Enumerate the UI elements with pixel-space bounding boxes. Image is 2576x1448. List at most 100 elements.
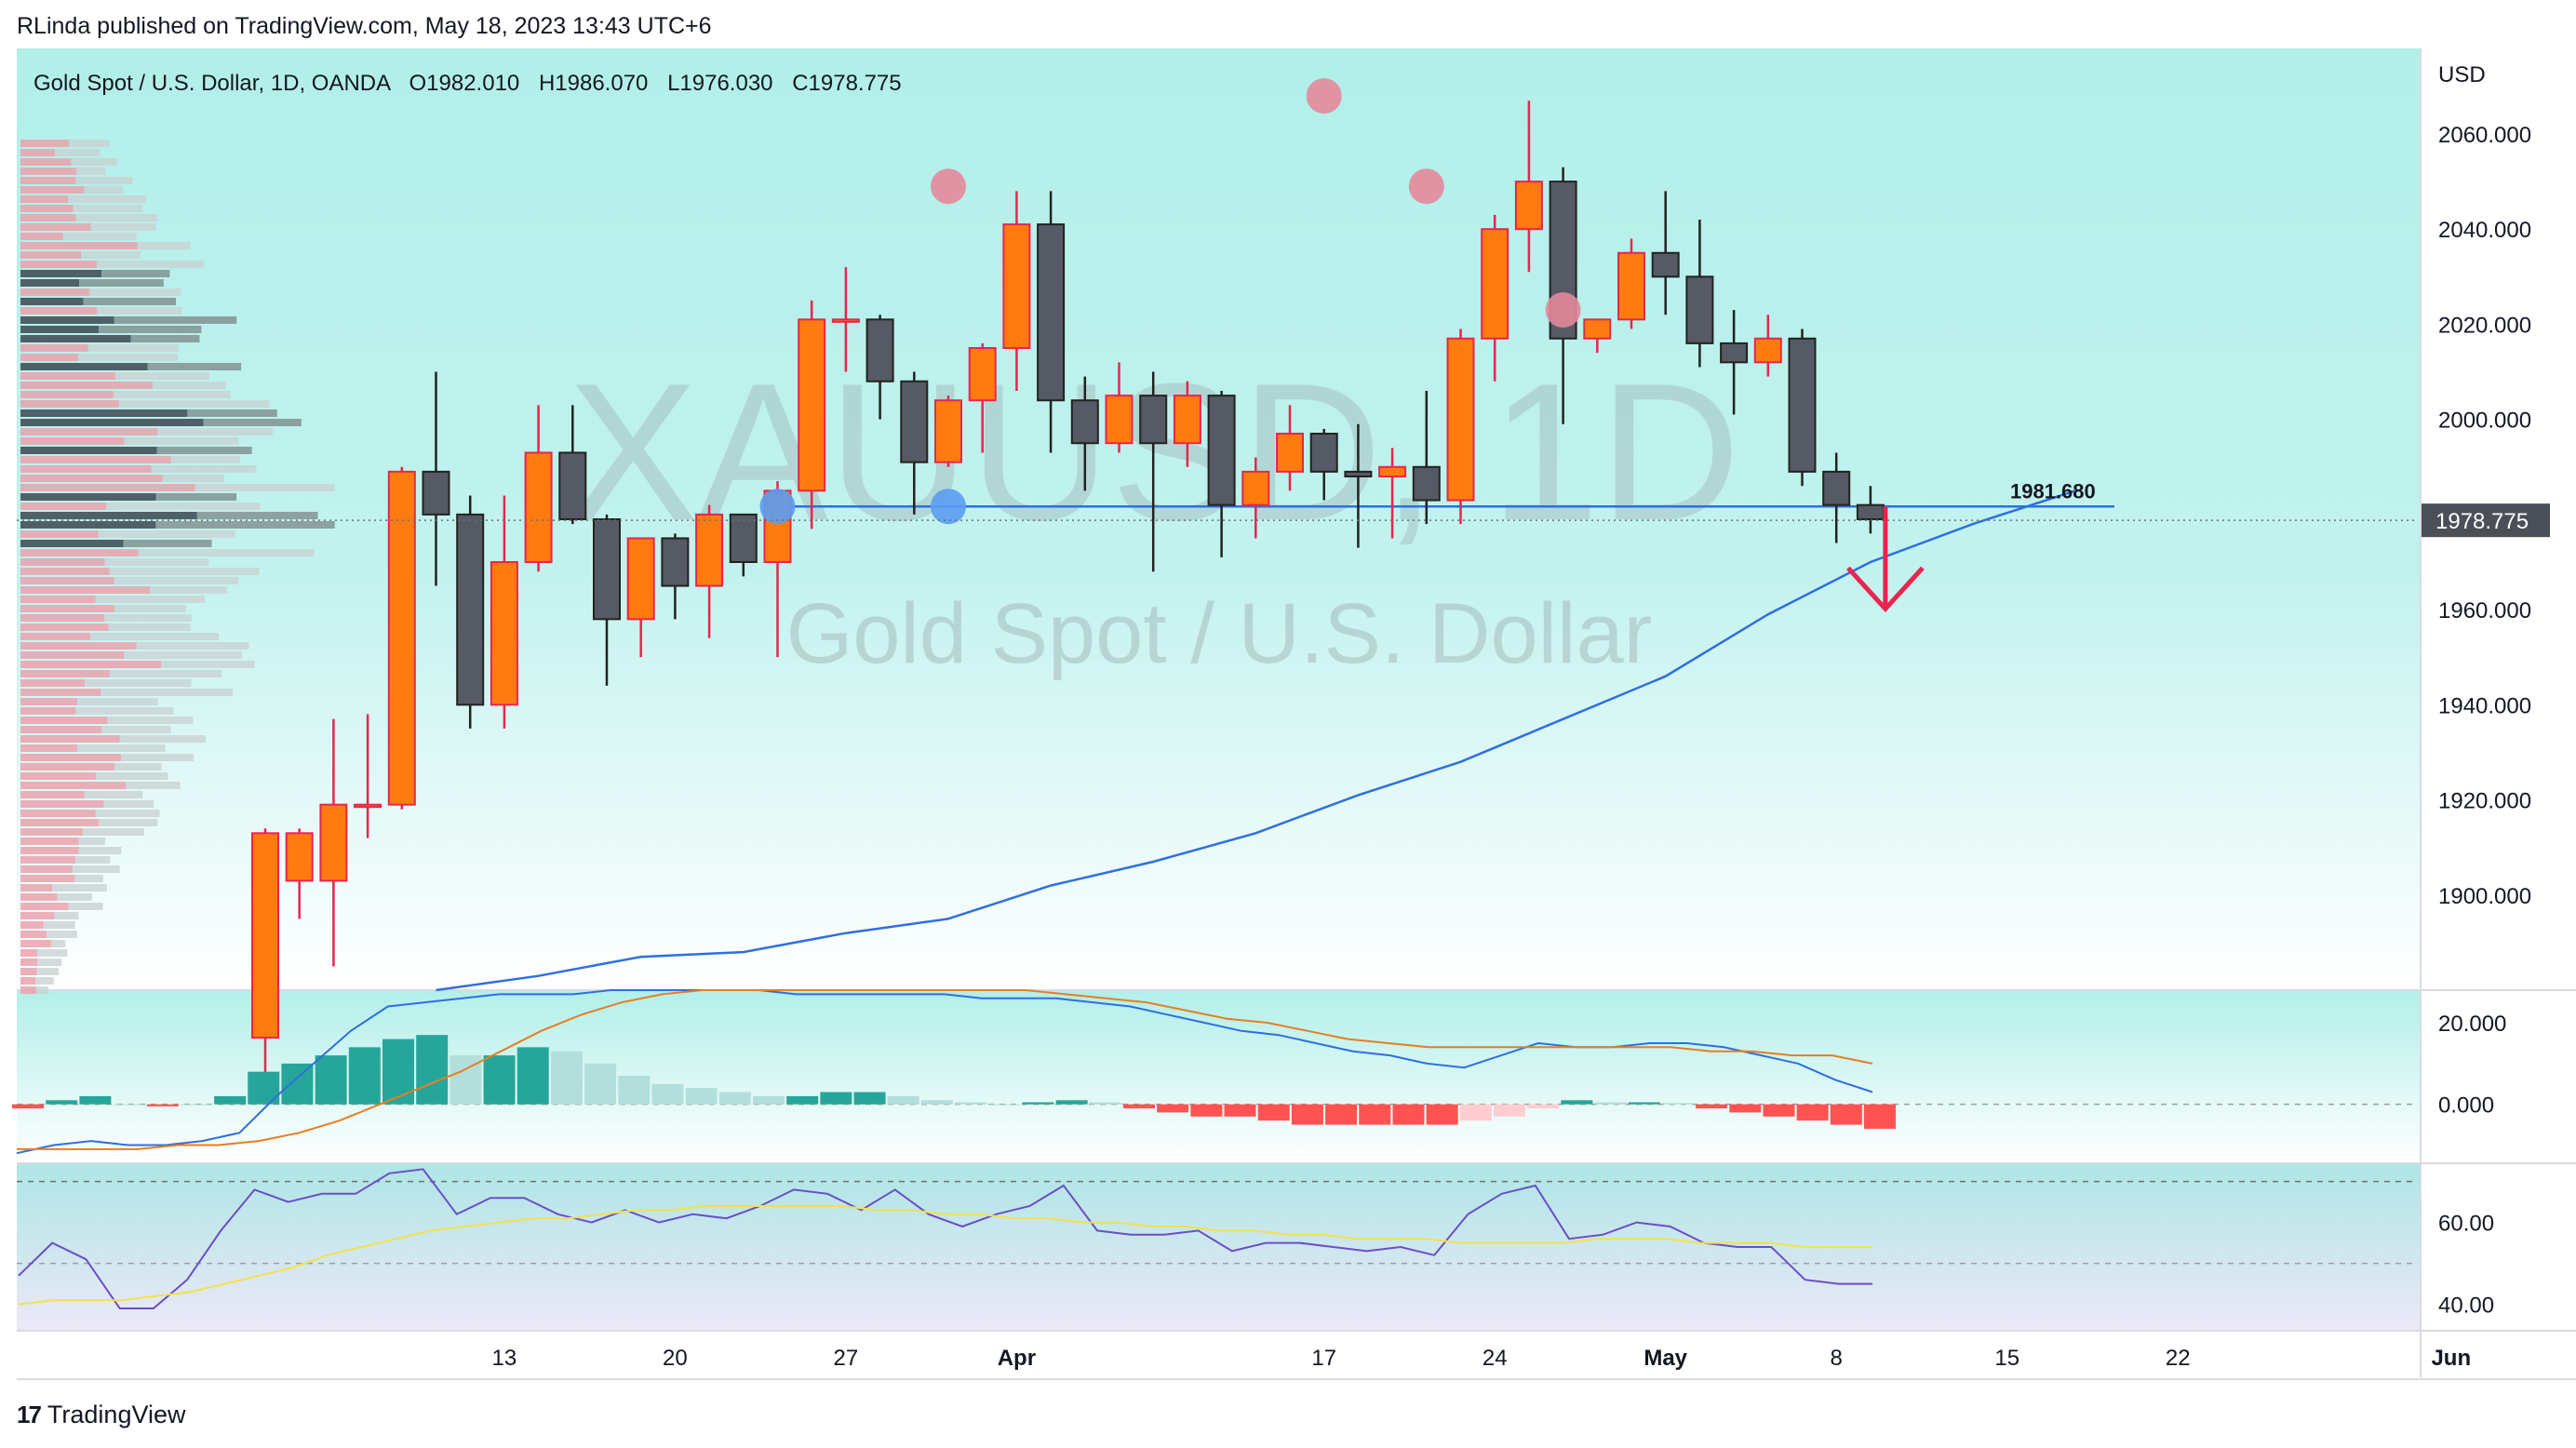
candle-body [1788, 337, 1817, 473]
macd-histogram-bar [1089, 1102, 1121, 1105]
candle-bearish [729, 513, 758, 577]
volume-bar-down [106, 503, 261, 510]
tradingview-brand[interactable]: 17 TradingView [17, 1401, 186, 1429]
candle-body [900, 380, 929, 463]
macd-histogram-bar [1055, 1100, 1088, 1105]
candle-bullish [354, 714, 382, 838]
volume-bar-up [20, 447, 157, 454]
volume-bar-up [20, 754, 122, 761]
macd-histogram-bar [1190, 1104, 1223, 1117]
candle-body [387, 470, 416, 806]
volume-bar-up [20, 521, 156, 529]
volume-bar-up [20, 382, 153, 389]
volume-bar-up [20, 279, 80, 287]
volume-bar-up [20, 838, 79, 845]
volume-bar-down [114, 316, 237, 324]
volume-bar-down [147, 363, 242, 370]
macd-histogram-bar [1594, 1102, 1627, 1105]
volume-bar-up [20, 614, 105, 622]
volume-bar-up [20, 568, 110, 575]
price-tick-label: 1920.000 [2438, 789, 2531, 814]
candle-body [1651, 251, 1680, 278]
volume-bar-down [36, 968, 60, 975]
volume-bar-up [20, 251, 82, 259]
macd-histogram-bar [1864, 1104, 1896, 1129]
macd-histogram-bar [248, 1071, 280, 1105]
volume-bar-up [20, 540, 124, 547]
volume-bar-down [101, 270, 170, 277]
volume-bar-down [162, 475, 225, 482]
volume-bar-up [20, 335, 131, 342]
volume-bar-down [187, 409, 277, 417]
macd-histogram-bar [382, 1039, 414, 1105]
price-tick-label: 2020.000 [2438, 313, 2531, 338]
candle-bullish [1241, 457, 1270, 539]
volume-bar-down [97, 307, 182, 315]
volume-bar-down [119, 735, 207, 743]
volume-bar-down [109, 568, 260, 575]
volume-bar-down [77, 354, 179, 361]
symbol-name: Gold Spot / U.S. Dollar, 1D, OANDA [34, 71, 391, 96]
volume-bar-up [20, 140, 70, 147]
macd-histogram-bar [1729, 1104, 1762, 1113]
volume-bar-up [20, 651, 125, 659]
candle-body [1002, 223, 1031, 349]
volume-bar-down [196, 512, 318, 519]
candle-bullish [626, 537, 655, 658]
candle-body [1309, 433, 1338, 473]
volume-bar-up [20, 931, 47, 938]
price-tick-label: 1960.000 [2438, 598, 2531, 623]
volume-bar-down [79, 279, 164, 287]
volume-bar-up [20, 242, 138, 249]
candle-bullish [831, 267, 860, 372]
rsi-line [18, 1168, 1872, 1309]
volume-bar-down [73, 205, 143, 212]
candle-body [1514, 181, 1543, 231]
volume-bar-down [107, 717, 194, 724]
volume-bar-up [20, 437, 125, 445]
volume-bar-down [95, 810, 160, 817]
volume-bar-down [108, 623, 191, 631]
candle-bullish [285, 828, 314, 919]
rsi-tick-label: 60.00 [2438, 1212, 2494, 1237]
candle-body [354, 803, 382, 809]
candle-body [1105, 395, 1134, 445]
volume-bar-down [101, 689, 234, 696]
candle-bearish [1070, 376, 1099, 491]
volume-bar-up [20, 372, 116, 380]
volume-bar-up [20, 400, 119, 408]
volume-bar-down [113, 391, 231, 398]
volume-bar-down [78, 847, 122, 854]
macd-histogram-bar [315, 1055, 347, 1105]
rsi-tick-label: 40.00 [2438, 1294, 2494, 1319]
rsi-pane-background [17, 1163, 2420, 1331]
macd-histogram-bar [416, 1035, 449, 1105]
candle-body [456, 513, 485, 706]
macd-histogram-bar [920, 1100, 953, 1105]
volume-bar-up [20, 428, 158, 436]
candle-body [695, 513, 724, 587]
volume-bar-up [20, 596, 96, 603]
support-level-layer: 1981.680 [772, 479, 2114, 508]
candle-body [865, 318, 894, 382]
candle-body [968, 347, 997, 402]
volume-bar-up [20, 270, 102, 277]
macd-histogram-bar [1527, 1104, 1560, 1109]
candle-bullish [1583, 318, 1612, 354]
volume-bar-up [20, 493, 156, 501]
macd-signal-line [17, 989, 1873, 1150]
macd-histogram-bar [1224, 1104, 1256, 1117]
volume-bar-down [77, 698, 158, 705]
volume-bar-up [20, 921, 44, 929]
volume-bar-down [151, 465, 257, 473]
candle-bullish [1617, 238, 1645, 329]
candle-body [1241, 470, 1270, 506]
volume-bar-up [20, 959, 38, 966]
volume-bar-down [104, 558, 209, 566]
candle-body [1753, 337, 1782, 364]
macd-histogram-bar [1291, 1104, 1323, 1125]
resistance-touch-marker [931, 168, 966, 205]
candle-bullish [490, 495, 518, 729]
volume-bar-up [20, 819, 100, 826]
